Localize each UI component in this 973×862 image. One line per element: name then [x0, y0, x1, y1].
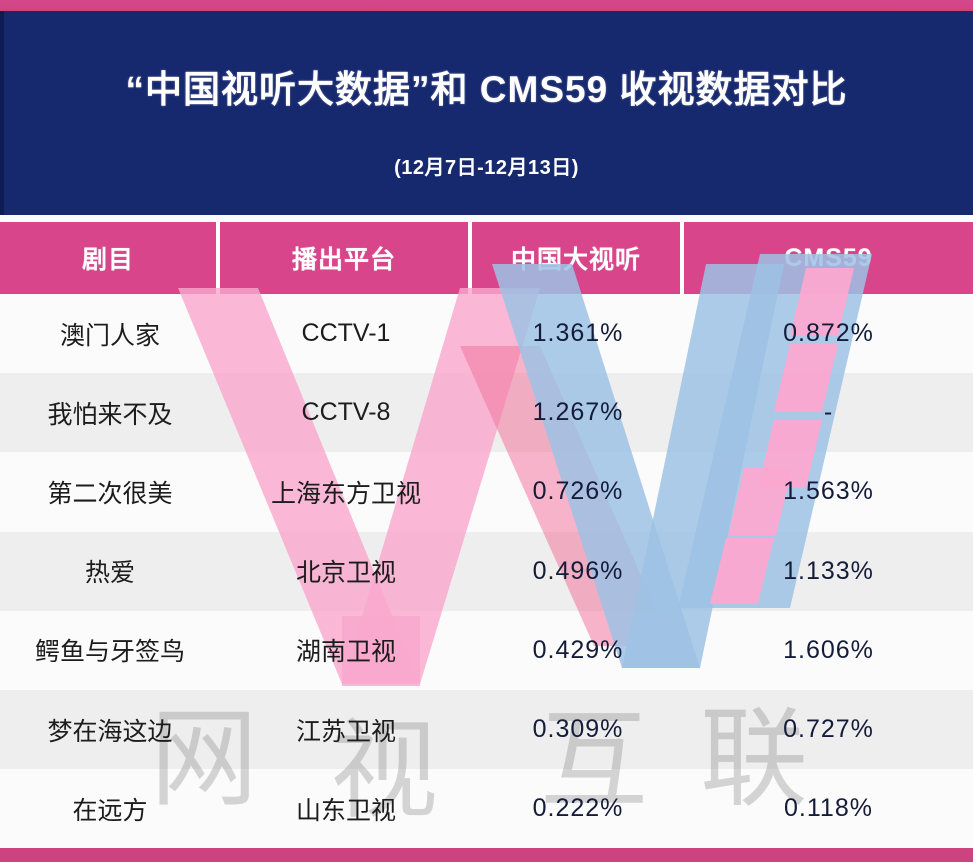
table-row-backgrounds — [0, 294, 973, 849]
table-row — [0, 531, 973, 611]
column-header-title: 剧目 — [0, 222, 220, 294]
column-header-cms: CMS59 — [684, 222, 973, 294]
banner-left-edge — [0, 11, 4, 215]
page-title: “中国视听大数据”和 CMS59 收视数据对比 — [125, 69, 848, 110]
table-header-row: 剧目 播出平台 中国大视听 CMS59 — [0, 222, 973, 294]
ratings-table: 剧目 播出平台 中国大视听 CMS59 — [0, 216, 973, 849]
column-header-cvb: 中国大视听 — [472, 222, 684, 294]
table-row — [0, 294, 973, 374]
title-banner: “中国视听大数据”和 CMS59 收视数据对比 (12月7日-12月13日) — [0, 11, 973, 215]
table-row — [0, 373, 973, 453]
table-row — [0, 769, 973, 849]
table-row — [0, 610, 973, 690]
page-subtitle: (12月7日-12月13日) — [394, 157, 579, 179]
column-header-platform: 播出平台 — [220, 222, 472, 294]
top-accent-strip — [0, 0, 973, 11]
table-row — [0, 452, 973, 532]
table-row — [0, 689, 973, 770]
bottom-accent-strip — [0, 848, 973, 862]
